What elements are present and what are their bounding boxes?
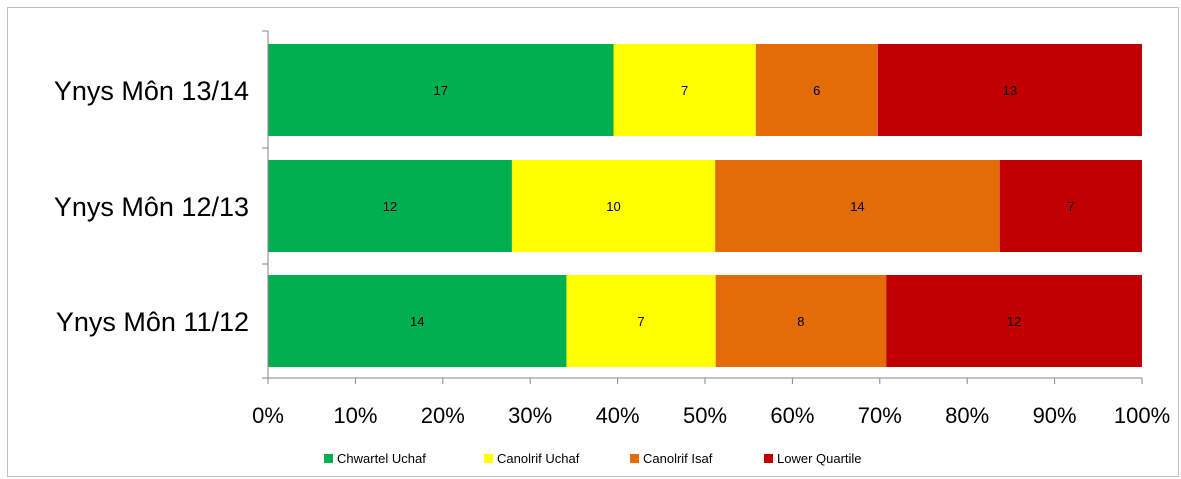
bar-segment-1-1 [268,44,614,136]
data-label-1-3: 6 [813,83,820,98]
bar-segment-1-3 [755,44,878,136]
data-label-3-1: 14 [410,314,424,329]
x-tick-label-1: 0% [252,403,284,428]
x-tick-label-3: 20% [421,403,465,428]
legend-label-2: Canolrif Uchaf [497,451,580,466]
legend-swatch-4 [764,454,773,463]
data-label-2-3: 14 [850,199,864,214]
bar-segment-2-2 [511,160,716,252]
legend-swatch-1 [324,454,333,463]
data-label-1-4: 13 [1003,83,1017,98]
data-label-1-2: 7 [681,83,688,98]
legend-label-3: Canolrif Isaf [643,451,713,466]
bar-segment-3-4 [886,275,1142,367]
x-tick-label-2: 10% [333,403,377,428]
legend-label-4: Lower Quartile [777,451,862,466]
category-label-1: Ynys Môn 13/14 [54,76,249,106]
bar-segment-3-2 [566,275,716,367]
bar-segment-3-3 [715,275,887,367]
x-tick-label-6: 50% [683,403,727,428]
data-label-2-1: 12 [383,199,397,214]
legend-swatch-3 [630,454,639,463]
x-tick-label-9: 80% [945,403,989,428]
legend-label-1: Chwartel Uchaf [337,451,426,466]
x-tick-label-4: 30% [508,403,552,428]
bar-segment-2-4 [999,160,1142,252]
x-tick-label-8: 70% [858,403,902,428]
data-label-3-3: 8 [797,314,804,329]
data-label-2-4: 7 [1067,199,1074,214]
legend-swatch-2 [484,454,493,463]
data-label-1-1: 17 [434,83,448,98]
x-tick-label-5: 40% [596,403,640,428]
data-label-3-4: 12 [1007,314,1021,329]
bar-segment-2-1 [268,160,512,252]
category-label-2: Ynys Môn 12/13 [54,192,249,222]
x-tick-label-10: 90% [1033,403,1077,428]
data-label-3-2: 7 [637,314,644,329]
category-label-3: Ynys Môn 11/12 [56,307,249,337]
bar-segment-1-2 [613,44,756,136]
x-tick-label-11: 100% [1114,403,1170,428]
x-tick-label-7: 60% [770,403,814,428]
bar-segment-1-4 [877,44,1142,136]
bar-segment-3-1 [268,275,567,367]
bar-segment-2-3 [715,160,1000,252]
data-label-2-2: 10 [606,199,620,214]
